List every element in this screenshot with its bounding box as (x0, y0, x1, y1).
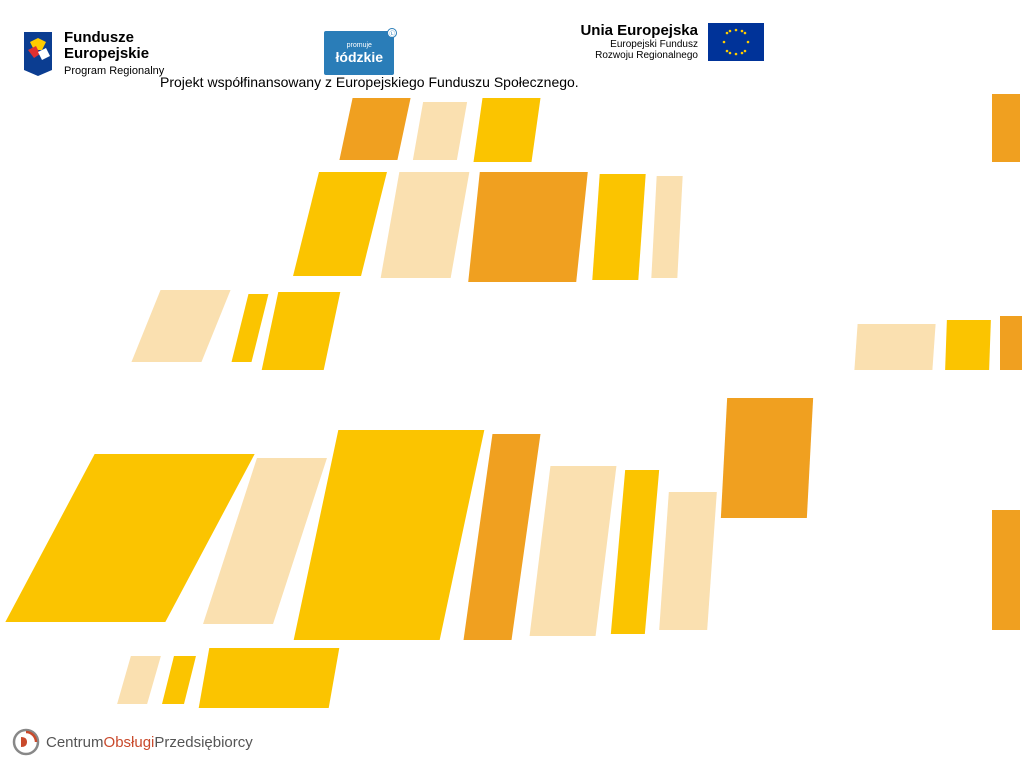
deco-shape (945, 320, 991, 370)
ue-block: Unia Europejska Europejski Fundusz Rozwo… (580, 22, 764, 61)
deco-shape (721, 398, 813, 518)
deco-shape (530, 466, 617, 636)
deco-shape (659, 492, 717, 630)
deco-shape (992, 510, 1020, 630)
eu-flag-icon (708, 23, 764, 61)
deco-shape (232, 294, 269, 362)
lodzkie-small: promuje (347, 42, 372, 49)
deco-shape (199, 648, 340, 708)
deco-shape (413, 102, 467, 160)
fe-star-icon (20, 30, 56, 76)
deco-shape (854, 324, 935, 370)
footer-part2: Obsługi (104, 734, 155, 751)
deco-shape (992, 94, 1020, 162)
ue-sub-2: Rozwoju Regionalnego (580, 50, 698, 61)
ue-sub-1: Europejski Fundusz (580, 39, 698, 50)
ue-text: Unia Europejska Europejski Fundusz Rozwo… (580, 22, 698, 61)
footer-circle-icon (12, 728, 40, 756)
lodzkie-big: łódzkie (336, 49, 383, 65)
lodzkie-logo: promuje łódzkie Ⓛ (324, 31, 394, 75)
deco-shape (117, 656, 161, 704)
deco-shape (162, 656, 196, 704)
deco-shape (468, 172, 588, 282)
footer-part3: Przedsiębiorcy (154, 734, 252, 751)
deco-shape (611, 470, 659, 634)
deco-shape (592, 174, 645, 280)
fe-title-2: Europejskie (64, 46, 164, 63)
deco-shape (293, 172, 387, 276)
deco-shape (262, 292, 341, 370)
deco-shape (1000, 316, 1022, 370)
fe-text: Fundusze Europejskie Program Regionalny (64, 30, 164, 77)
deco-shape (131, 290, 230, 362)
fe-subtitle: Program Regionalny (64, 65, 164, 77)
fe-title-1: Fundusze (64, 30, 164, 47)
project-subtitle: Projekt współfinansowany z Europejskiego… (160, 74, 579, 90)
fe-logo: Fundusze Europejskie Program Regionalny (20, 30, 164, 77)
footer-part1: Centrum (46, 734, 104, 751)
deco-shape (651, 176, 682, 278)
ue-title: Unia Europejska (580, 22, 698, 39)
deco-shape (339, 98, 410, 160)
deco-shape (474, 98, 541, 162)
deco-shape (381, 172, 470, 278)
lodzkie-badge-icon: Ⓛ (387, 28, 397, 38)
footer-logo: CentrumObsługiPrzedsiębiorcy (12, 728, 253, 756)
footer-text: CentrumObsługiPrzedsiębiorcy (46, 734, 253, 751)
